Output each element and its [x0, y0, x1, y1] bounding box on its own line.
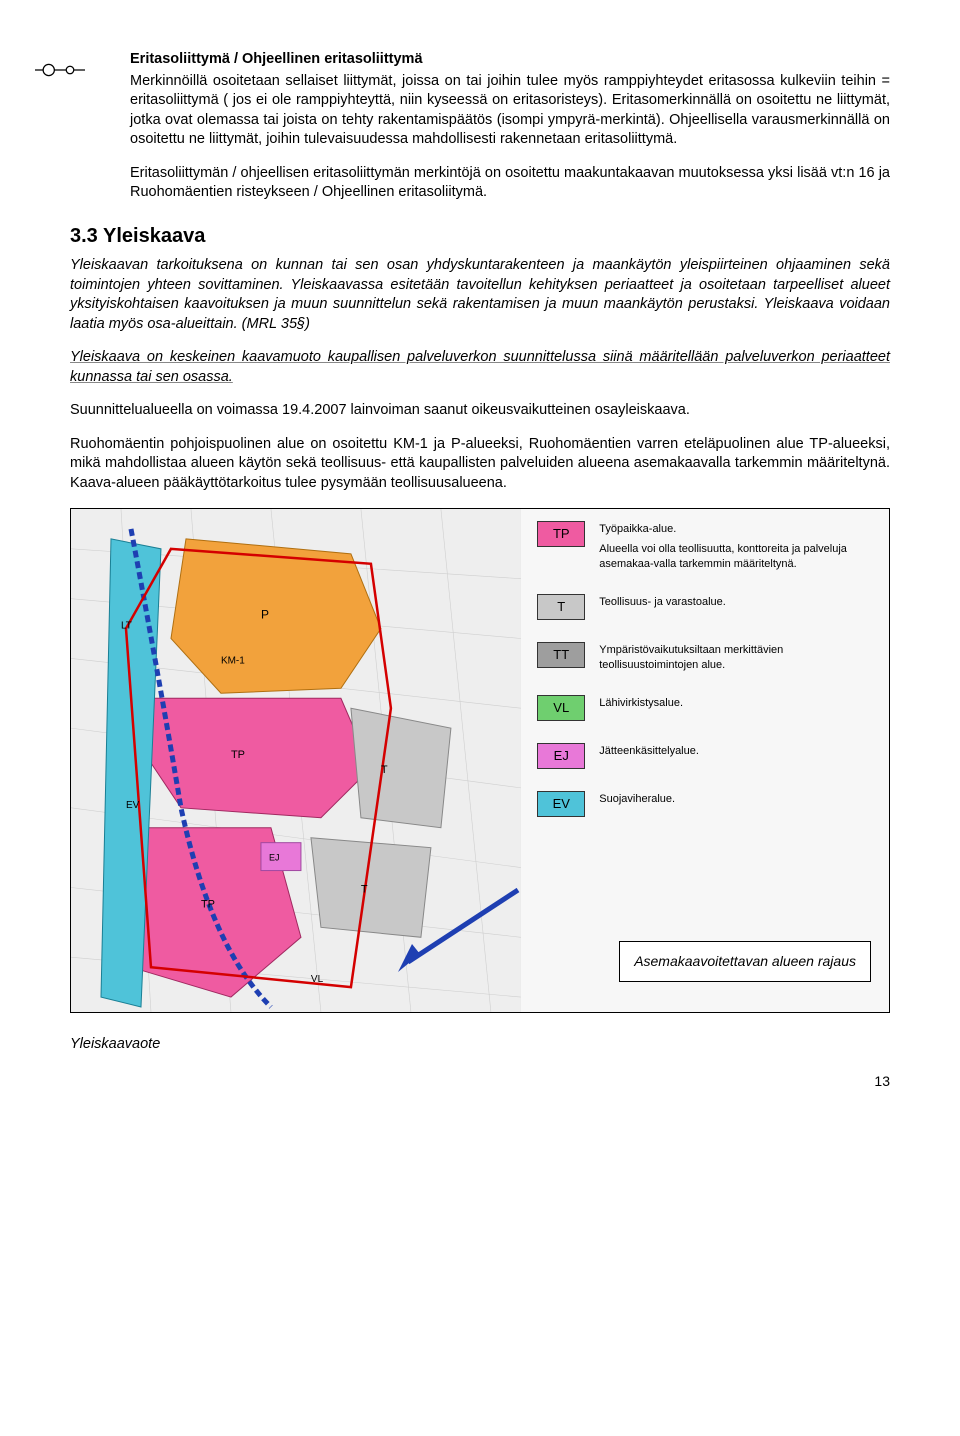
legend-swatch-ev: EV [537, 791, 585, 817]
legend-label: Ympäristövaikutuksiltaan merkittävien te… [599, 642, 872, 673]
section-title: Eritasoliittymä / Ohjeellinen eritasolii… [130, 50, 890, 70]
svg-text:VL: VL [311, 974, 324, 985]
section-eritasoliittyma: Eritasoliittymä / Ohjeellinen eritasolii… [130, 50, 890, 203]
legend-label: Työpaikka-alue. Alueella voi olla teolli… [599, 521, 872, 573]
legend-row: EJ Jätteenkäsittelyalue. [537, 743, 872, 769]
para-suunnittelualue: Suunnittelualueella on voimassa 19.4.200… [70, 401, 890, 421]
para-ruohomaenti: Ruohomäentin pohjoispuolinen alue on oso… [70, 435, 890, 494]
svg-text:TP: TP [231, 749, 245, 761]
legend-swatch-t: T [537, 594, 585, 620]
svg-text:T: T [361, 883, 368, 895]
legend-swatch-vl: VL [537, 695, 585, 721]
legend-swatch-tt: TT [537, 642, 585, 668]
legend-swatch-tp: TP [537, 521, 585, 547]
svg-text:EV: EV [126, 799, 140, 810]
legend-label: Teollisuus- ja varastoalue. [599, 594, 726, 610]
legend-row: EV Suojaviheralue. [537, 791, 872, 817]
svg-text:LT: LT [121, 620, 132, 631]
figure-caption: Yleiskaavaote [70, 1035, 890, 1055]
map-legend: TP Työpaikka-alue. Alueella voi olla teo… [537, 521, 872, 839]
svg-text:TP: TP [201, 898, 215, 910]
legend-swatch-ej: EJ [537, 743, 585, 769]
callout-arrow-icon [398, 872, 538, 972]
legend-row: T Teollisuus- ja varastoalue. [537, 594, 872, 620]
svg-text:P: P [261, 607, 269, 621]
legend-label: Lähivirkistysalue. [599, 695, 683, 711]
legend-row: TT Ympäristövaikutuksiltaan merkittävien… [537, 642, 872, 673]
map-figure: P KM-1 TP TP T T LT EV EJ VL TP Työpaikk… [70, 508, 890, 1013]
section-para2: Eritasoliittymän / ohjeellisen eritasoli… [130, 164, 890, 203]
page-number: 13 [70, 1072, 890, 1091]
italic-block-1: Yleiskaavan tarkoituksena on kunnan tai … [70, 256, 890, 334]
interchange-symbol-icon [35, 55, 85, 85]
map-callout-box: Asemakaavoitettavan alueen rajaus [619, 941, 871, 982]
svg-text:KM-1: KM-1 [221, 655, 245, 666]
heading-33-yleiskaava: 3.3 Yleiskaava [70, 223, 890, 250]
section-para1: Merkinnöillä osoitetaan sellaiset liitty… [130, 72, 890, 150]
legend-row: TP Työpaikka-alue. Alueella voi olla teo… [537, 521, 872, 573]
legend-row: VL Lähivirkistysalue. [537, 695, 872, 721]
legend-label: Jätteenkäsittelyalue. [599, 743, 699, 759]
svg-text:T: T [381, 764, 388, 776]
svg-text:EJ: EJ [269, 852, 279, 862]
legend-label: Suojaviheralue. [599, 791, 675, 807]
italic-block-2: Yleiskaava on keskeinen kaavamuoto kaupa… [70, 348, 890, 387]
